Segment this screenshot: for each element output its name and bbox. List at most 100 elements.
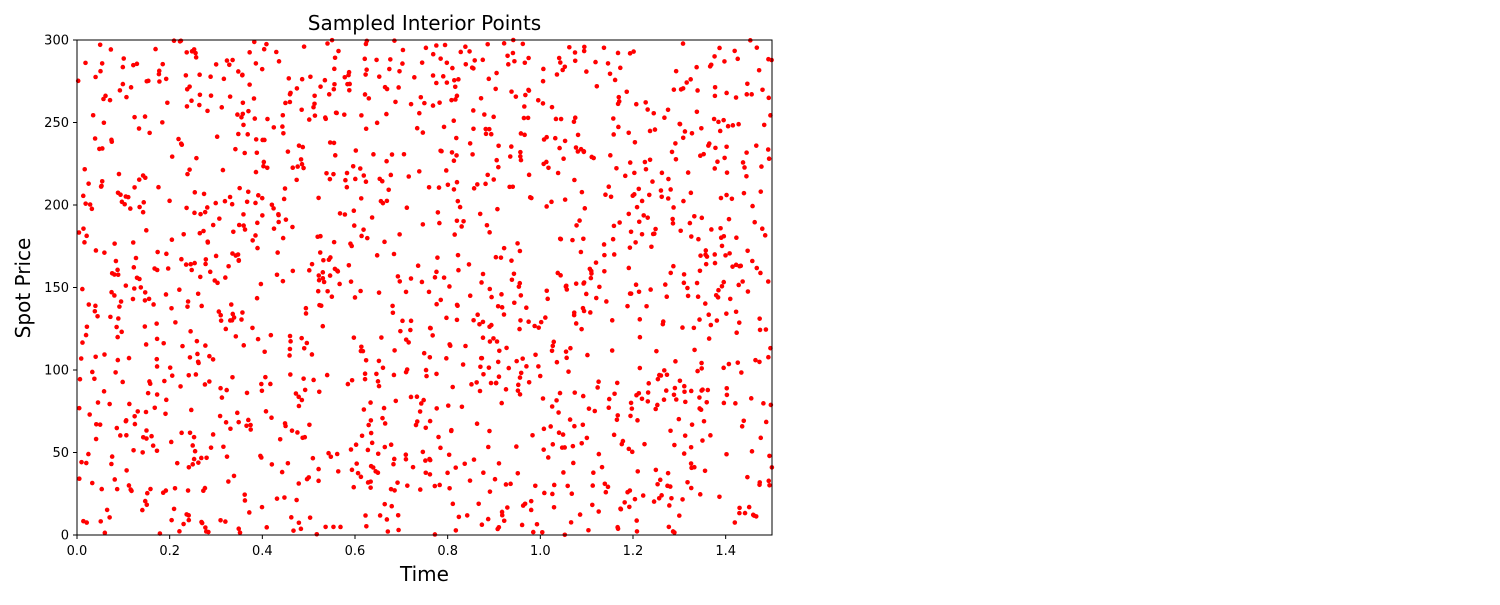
scatter-point	[712, 166, 718, 171]
scatter-point	[471, 186, 477, 191]
scatter-point	[391, 456, 397, 462]
scatter-point	[236, 526, 242, 532]
scatter-point	[432, 483, 438, 489]
scatter-point	[704, 399, 710, 405]
scatter-point	[476, 501, 481, 507]
scatter-point	[435, 255, 440, 260]
scatter-point	[201, 191, 207, 197]
scatter-point	[526, 172, 532, 178]
scatter-point	[700, 438, 705, 443]
scatter-point	[392, 488, 397, 493]
scatter-point	[563, 349, 569, 354]
scatter-point	[685, 285, 690, 291]
scatter-point	[667, 503, 672, 508]
scatter-point	[636, 219, 642, 225]
scatter-point	[80, 340, 85, 345]
scatter-point	[124, 468, 129, 473]
scatter-point	[518, 154, 523, 159]
scatter-point	[144, 428, 149, 433]
scatter-point	[423, 458, 428, 463]
scatter-point	[351, 208, 357, 214]
scatter-point	[727, 296, 733, 302]
scatter-point	[194, 338, 200, 344]
scatter-point	[374, 253, 380, 258]
scatter-point	[501, 245, 507, 251]
scatter-point	[259, 504, 265, 510]
scatter-point	[219, 395, 225, 400]
scatter-point	[115, 334, 120, 340]
scatter-point	[184, 512, 189, 517]
scatter-point	[567, 417, 573, 422]
scatter-point	[338, 524, 343, 530]
scatter-point	[184, 104, 190, 109]
scatter-point	[481, 371, 486, 377]
scatter-point	[368, 479, 373, 484]
scatter-point	[603, 489, 609, 495]
scatter-point	[495, 359, 501, 365]
scatter-point	[264, 165, 270, 171]
scatter-point	[196, 460, 201, 465]
scatter-point	[611, 132, 616, 137]
scatter-point	[592, 408, 598, 414]
scatter-point	[327, 140, 333, 145]
scatter-point	[712, 252, 718, 257]
scatter-point	[197, 72, 202, 77]
scatter-point	[391, 251, 397, 257]
scatter-point	[233, 253, 239, 258]
scatter-point	[223, 275, 228, 280]
scatter-point	[724, 311, 729, 316]
scatter-point	[299, 335, 304, 341]
scatter-point	[187, 167, 192, 172]
scatter-point	[380, 365, 386, 371]
scatter-point	[480, 271, 486, 277]
scatter-point	[269, 202, 275, 208]
scatter-point	[285, 149, 291, 154]
scatter-point	[501, 312, 507, 317]
scatter-point	[315, 234, 320, 240]
scatter-point	[470, 152, 475, 157]
scatter-point	[109, 461, 114, 467]
scatter-point	[572, 58, 578, 64]
scatter-point	[376, 383, 382, 389]
scatter-point	[745, 81, 750, 87]
scatter-point	[725, 123, 731, 129]
scatter-point	[479, 280, 484, 285]
scatter-point	[475, 312, 480, 318]
scatter-point	[628, 229, 634, 235]
scatter-point	[205, 240, 211, 245]
scatter-point	[724, 392, 730, 398]
scatter-point	[357, 166, 363, 171]
scatter-point	[304, 340, 310, 346]
scatter-point	[742, 510, 748, 516]
scatter-point	[493, 86, 498, 92]
scatter-point	[177, 287, 182, 293]
scatter-point	[586, 406, 592, 411]
scatter-point	[234, 410, 240, 416]
scatter-point	[459, 404, 465, 410]
scatter-point	[629, 406, 635, 411]
scatter-point	[719, 283, 725, 289]
scatter-point	[434, 371, 439, 377]
scatter-point	[104, 507, 110, 513]
scatter-point	[541, 426, 547, 432]
scatter-point	[680, 325, 685, 330]
scatter-point	[510, 184, 516, 190]
scatter-point	[543, 315, 548, 320]
scatter-point	[382, 421, 388, 426]
scatter-point	[572, 390, 578, 395]
scatter-point	[154, 392, 160, 397]
scatter-point	[549, 348, 555, 354]
scatter-point	[129, 488, 134, 494]
scatter-point	[163, 292, 169, 297]
scatter-point	[565, 483, 570, 489]
scatter-point	[670, 221, 676, 226]
scatter-point	[416, 169, 422, 174]
scatter-point	[202, 209, 208, 215]
scatter-point	[562, 197, 568, 202]
scatter-point	[689, 234, 694, 239]
scatter-point	[329, 294, 335, 300]
scatter-point	[440, 74, 446, 79]
scatter-point	[549, 104, 555, 110]
x-tick-label: 0.2	[159, 544, 180, 559]
scatter-point	[224, 58, 230, 63]
